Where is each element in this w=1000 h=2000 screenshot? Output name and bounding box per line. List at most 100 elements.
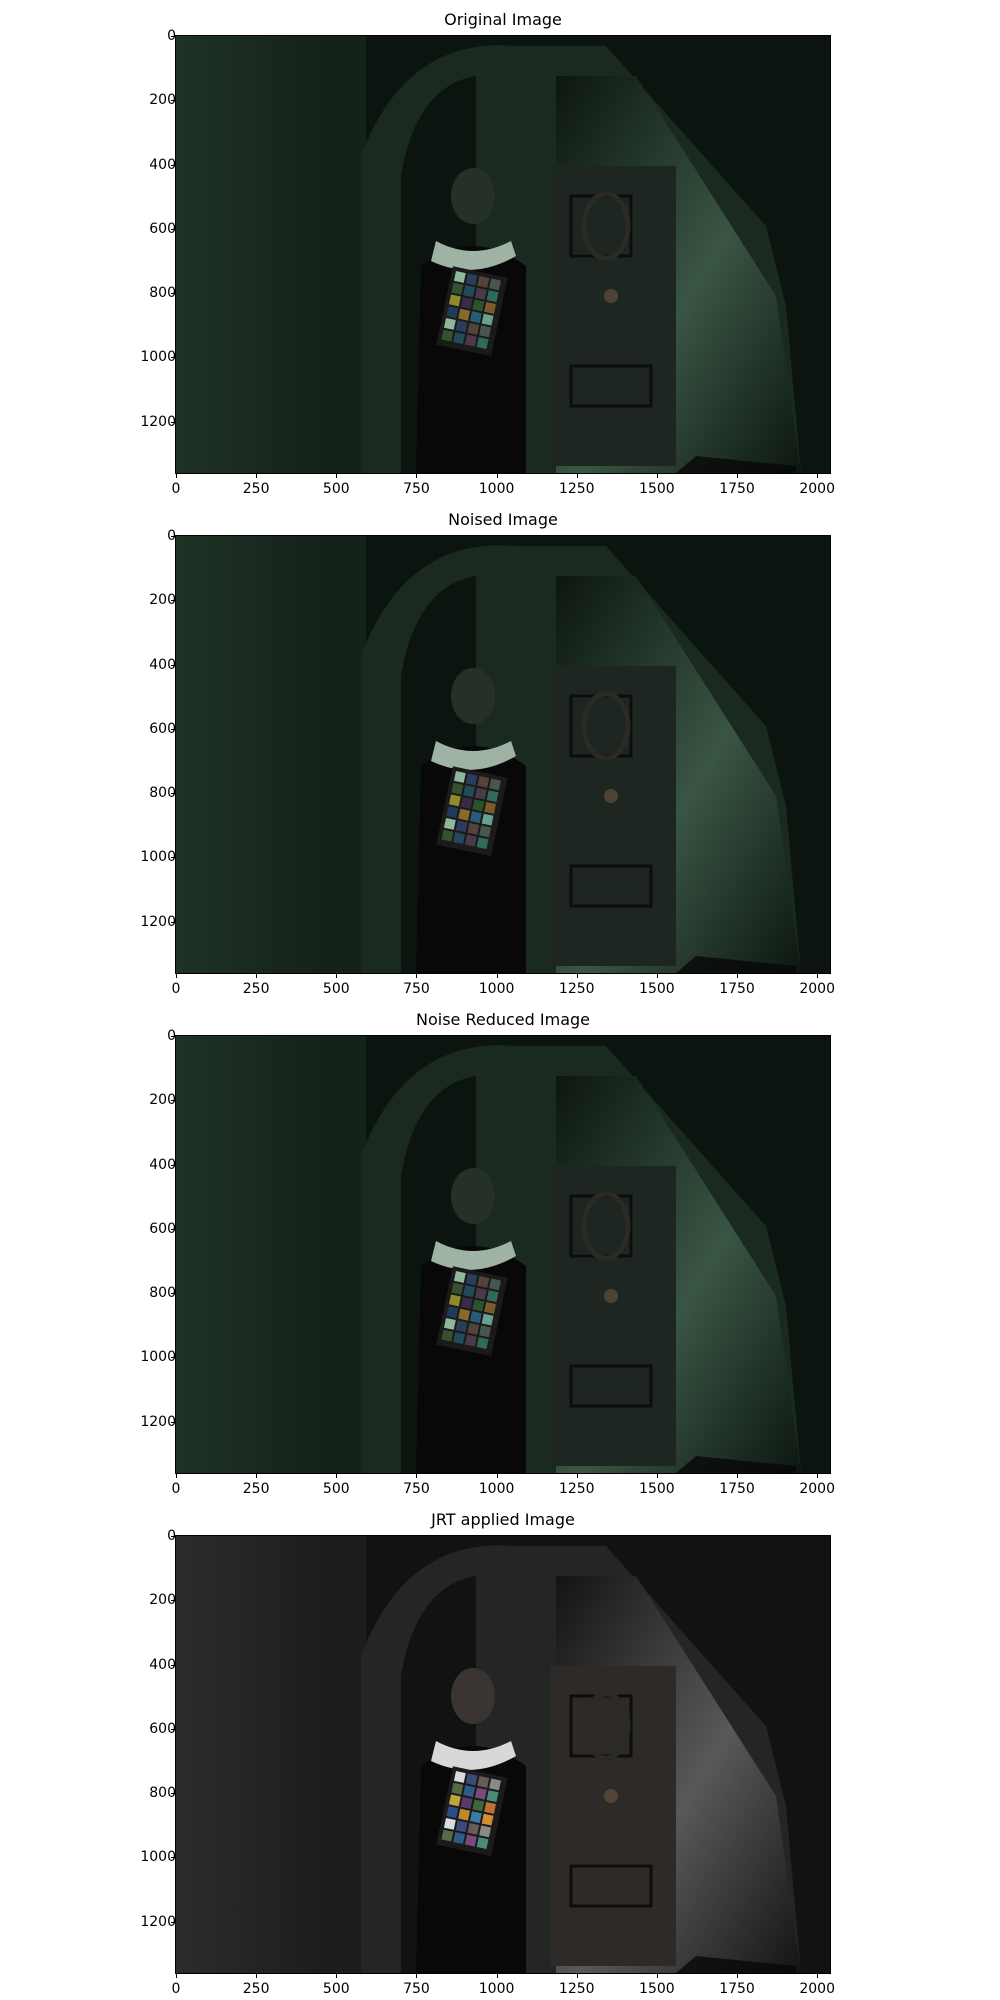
x-tick-mark — [336, 1473, 338, 1478]
y-tick-label: 200 — [149, 592, 176, 609]
x-tick-label: 0 — [171, 981, 181, 997]
x-tick-label: 1250 — [558, 1481, 595, 1497]
y-tick-mark — [171, 728, 176, 730]
image-axes — [175, 35, 831, 474]
x-tick-label: 0 — [171, 1981, 181, 1997]
y-tick-mark — [171, 1793, 176, 1795]
x-tick-label: 500 — [322, 981, 350, 997]
x-tick-label: 500 — [322, 1981, 350, 1997]
y-tick-mark — [171, 100, 176, 102]
y-tick-mark — [171, 1921, 176, 1923]
y-tick-label: 800 — [149, 1285, 176, 1302]
x-tick-label: 2000 — [799, 981, 835, 997]
x-tick-label: 500 — [322, 481, 350, 497]
y-tick-label: 800 — [149, 1785, 176, 1802]
x-tick-label: 1000 — [478, 1481, 515, 1497]
x-tick-mark — [256, 473, 258, 478]
x-tick-mark — [416, 973, 418, 978]
x-tick-label: 1000 — [478, 981, 515, 997]
y-tick-label: 1200 — [140, 913, 176, 930]
image-panel: Original Image — [0, 0, 1000, 500]
scene-image — [176, 36, 830, 473]
x-tick-label: 1000 — [478, 481, 515, 497]
image-axes — [175, 1535, 831, 1974]
image-panel: Noise Reduced Image — [0, 1000, 1000, 1500]
x-tick-mark — [416, 473, 418, 478]
x-tick-label: 750 — [403, 481, 430, 497]
y-tick-label: 1000 — [140, 1349, 176, 1366]
y-tick-mark — [171, 1664, 176, 1666]
y-tick-mark — [171, 600, 176, 602]
y-tick-mark — [171, 793, 176, 795]
y-tick-mark — [171, 1536, 176, 1537]
y-tick-label: 400 — [149, 1656, 176, 1673]
x-tick-mark — [496, 473, 498, 478]
x-tick-mark — [176, 973, 177, 978]
scene-image — [176, 1536, 830, 1973]
x-tick-mark — [656, 973, 658, 978]
x-tick-label: 1750 — [719, 981, 755, 997]
x-tick-label: 1500 — [639, 1481, 675, 1497]
panel-title: JRT applied Image — [431, 1510, 575, 1529]
x-tick-label: 2000 — [799, 1481, 835, 1497]
y-tick-label: 600 — [149, 1220, 176, 1237]
x-tick-mark — [656, 473, 658, 478]
x-tick-label: 1250 — [558, 1981, 595, 1997]
x-tick-mark — [576, 1973, 578, 1978]
y-tick-mark — [171, 1100, 176, 1102]
x-tick-mark — [176, 1973, 177, 1978]
y-tick-label: 1000 — [140, 349, 176, 366]
x-tick-label: 1500 — [639, 981, 675, 997]
x-tick-mark — [656, 1973, 658, 1978]
x-tick-mark — [737, 1973, 739, 1978]
x-tick-label: 1750 — [719, 1981, 755, 1997]
y-tick-mark — [171, 857, 176, 859]
y-tick-label: 1200 — [140, 413, 176, 430]
x-tick-label: 0 — [171, 481, 181, 497]
x-tick-mark — [817, 1473, 819, 1478]
y-tick-mark — [171, 421, 176, 423]
scene-image — [176, 1036, 830, 1473]
y-tick-mark — [171, 293, 176, 295]
y-tick-mark — [171, 1228, 176, 1230]
x-tick-mark — [496, 1473, 498, 1478]
y-tick-label: 600 — [149, 220, 176, 237]
x-tick-label: 2000 — [799, 481, 835, 497]
x-tick-mark — [336, 1973, 338, 1978]
panel-title: Original Image — [444, 10, 562, 29]
image-panel: JRT applied Image — [0, 1500, 1000, 2000]
y-tick-label: 1000 — [140, 849, 176, 866]
x-tick-mark — [576, 1473, 578, 1478]
x-tick-label: 1500 — [639, 1981, 675, 1997]
x-tick-mark — [737, 973, 739, 978]
image-panel: Noised Image — [0, 500, 1000, 1000]
y-tick-label: 600 — [149, 720, 176, 737]
x-tick-label: 750 — [403, 1481, 430, 1497]
y-tick-mark — [171, 1728, 176, 1730]
x-tick-label: 0 — [171, 1481, 181, 1497]
y-tick-mark — [171, 921, 176, 923]
x-tick-mark — [496, 1973, 498, 1978]
y-tick-label: 600 — [149, 1720, 176, 1737]
y-tick-label: 800 — [149, 785, 176, 802]
x-tick-mark — [817, 473, 819, 478]
x-tick-mark — [256, 1473, 258, 1478]
x-tick-mark — [336, 973, 338, 978]
y-tick-mark — [171, 164, 176, 166]
y-tick-label: 200 — [149, 1092, 176, 1109]
panel-title: Noise Reduced Image — [416, 1010, 590, 1029]
y-tick-label: 200 — [149, 1592, 176, 1609]
y-tick-mark — [171, 1036, 176, 1037]
x-tick-label: 750 — [403, 1981, 430, 1997]
x-tick-label: 1000 — [478, 1981, 515, 1997]
x-tick-label: 750 — [403, 981, 430, 997]
y-tick-mark — [171, 1357, 176, 1359]
x-tick-label: 1250 — [558, 981, 595, 997]
y-tick-label: 800 — [149, 285, 176, 302]
y-tick-mark — [171, 1857, 176, 1859]
y-tick-mark — [171, 1293, 176, 1295]
panel-title: Noised Image — [448, 510, 558, 529]
x-tick-mark — [576, 473, 578, 478]
y-tick-mark — [171, 664, 176, 666]
x-tick-label: 1750 — [719, 481, 755, 497]
